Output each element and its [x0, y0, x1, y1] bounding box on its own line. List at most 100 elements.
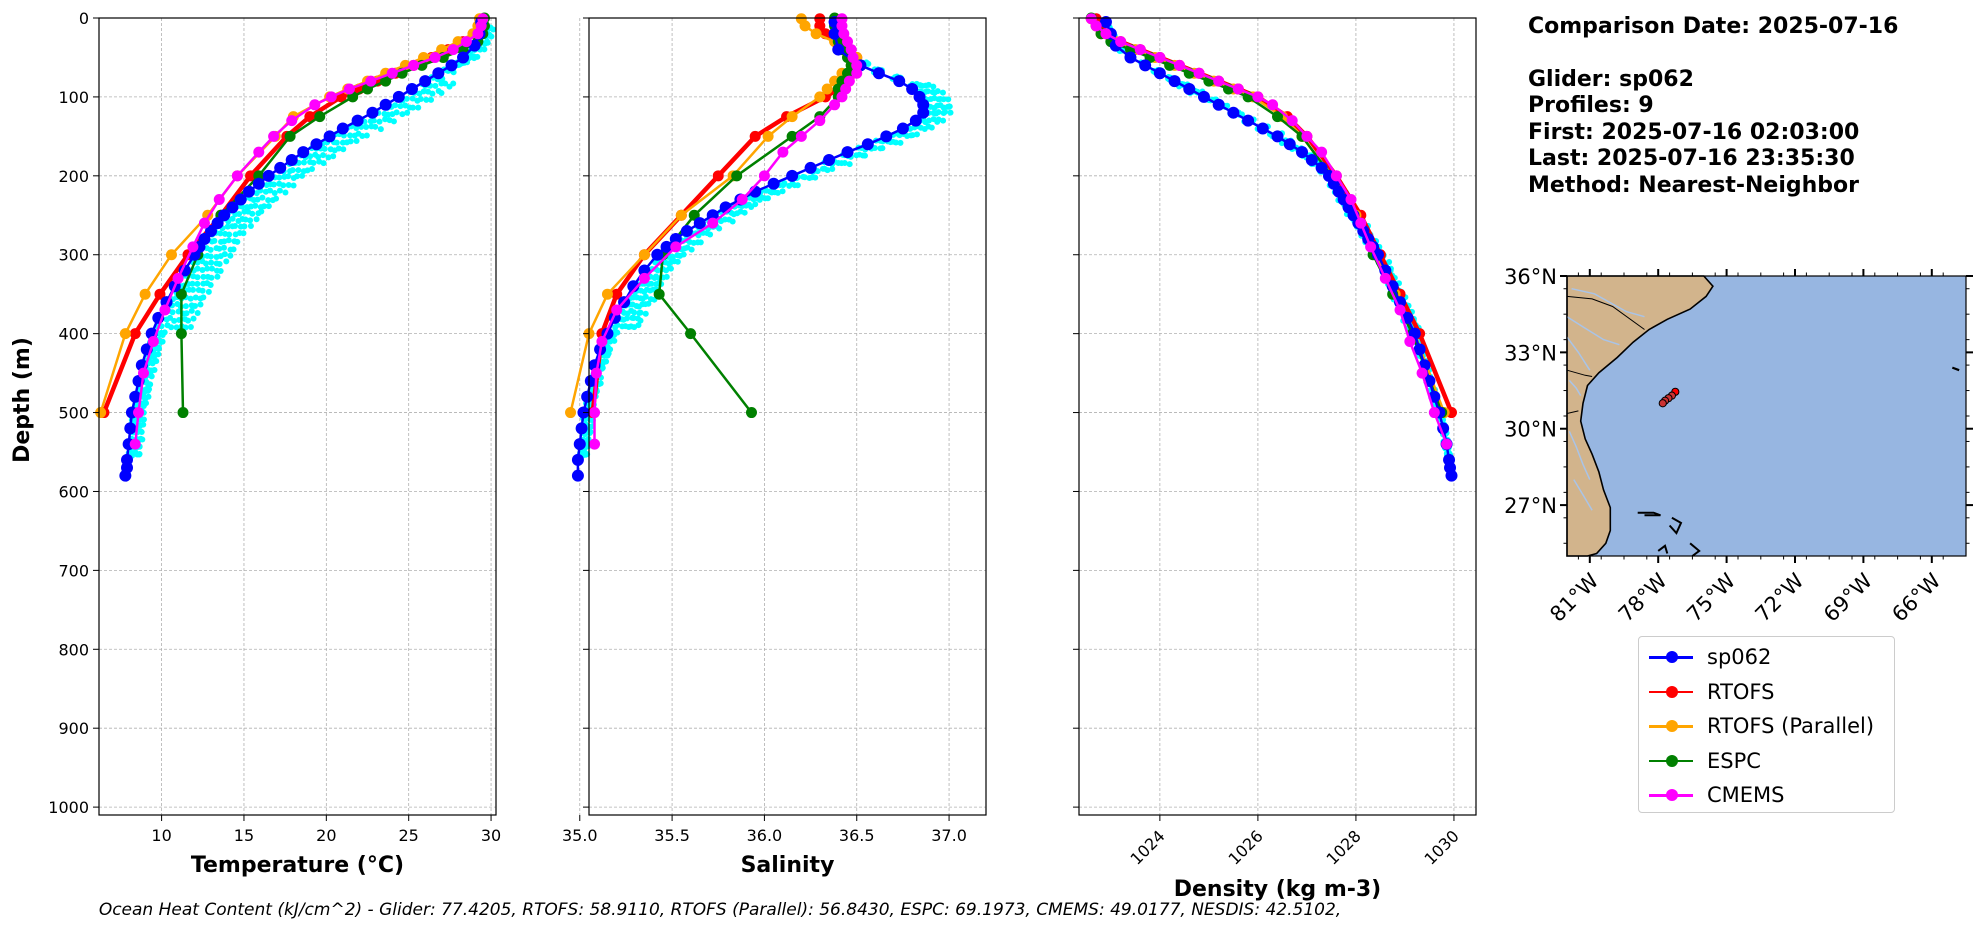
x-tick-label: 25	[399, 826, 419, 845]
glider-profile-point	[321, 145, 328, 152]
data-point	[159, 304, 171, 316]
data-point	[211, 217, 224, 230]
glider-profile-point	[892, 139, 899, 146]
data-point	[1173, 59, 1185, 71]
legend-label: CMEMS	[1707, 783, 1785, 808]
glider-profile-point	[225, 237, 232, 244]
legend-label: sp062	[1707, 645, 1772, 670]
legend-item: RTOFS	[1647, 675, 1894, 710]
island	[1657, 544, 1669, 554]
glider-profile-point	[330, 153, 337, 160]
glider-profile-point	[1386, 259, 1393, 266]
data-point	[1286, 115, 1298, 127]
x-tick-label: 1026	[1224, 826, 1266, 868]
x-tick-label: 15	[234, 826, 254, 845]
data-point	[712, 170, 724, 182]
glider-profile-point	[230, 246, 237, 253]
data-point	[405, 83, 418, 96]
data-point	[343, 83, 355, 95]
data-point	[795, 130, 807, 142]
data-point	[1242, 114, 1255, 127]
data-point	[245, 170, 257, 182]
glider-profile-point	[217, 267, 224, 274]
glider-profile-point	[227, 252, 234, 259]
data-point	[323, 130, 336, 143]
data-point	[736, 193, 748, 205]
data-point	[1100, 28, 1112, 40]
river	[1571, 287, 1645, 318]
glider-profile-point	[226, 231, 233, 238]
data-point	[1379, 272, 1391, 284]
glider-profile-point	[241, 223, 248, 230]
series-line-rtofs	[1094, 17, 1454, 414]
x-tick-label: 10	[151, 826, 171, 845]
data-point	[325, 91, 337, 103]
glider-profile-point	[642, 293, 649, 300]
glider-profile-point	[254, 196, 261, 203]
data-point	[119, 328, 131, 340]
plot-frame	[1078, 17, 1477, 816]
last-time: Last: 2025-07-16 23:35:30	[1528, 146, 1855, 171]
data-point	[565, 407, 577, 419]
glider-profile-point	[347, 132, 354, 139]
glider-profile-point	[393, 109, 400, 116]
map-lon-label: 75°W	[1682, 568, 1740, 626]
glider-profile-point	[276, 174, 283, 181]
glider-profile-point	[207, 246, 214, 253]
data-point	[571, 469, 584, 482]
legend-swatch	[1647, 716, 1695, 736]
glider-profile-point	[151, 366, 158, 373]
data-point	[1301, 130, 1313, 142]
glider-profile-point	[611, 337, 618, 344]
series-line-espc	[1090, 17, 1443, 414]
series-line-espc	[657, 18, 853, 414]
glider-profile-point	[654, 267, 661, 274]
data-point	[745, 407, 757, 419]
data-point	[851, 59, 863, 71]
x-tick-label: 1024	[1126, 826, 1168, 868]
glider-profile-point	[261, 203, 268, 210]
glider-profile-point	[217, 230, 224, 237]
glider-profile-point	[605, 350, 612, 357]
data-point	[1154, 51, 1166, 63]
glider-profile-point	[200, 273, 207, 280]
x-tick-label: 36.0	[747, 826, 783, 845]
data-point	[309, 99, 321, 111]
data-point	[1267, 99, 1279, 111]
data-point	[1345, 193, 1357, 205]
y-tick-label: 700	[58, 561, 89, 580]
glider-profile-point	[194, 274, 201, 281]
glider-profile-point	[307, 153, 314, 160]
glider-profile-point	[146, 386, 153, 393]
data-point	[1168, 75, 1181, 88]
data-point	[590, 367, 602, 379]
glider-profile-point	[347, 138, 354, 145]
glider-profile-point	[199, 267, 206, 274]
plot-frame	[588, 17, 987, 816]
glider-profile-point	[299, 172, 306, 179]
glider-profile-point	[942, 108, 949, 115]
data-point	[571, 453, 584, 466]
data-point	[814, 115, 826, 127]
glider-profile-point	[205, 288, 212, 295]
glider-profile-point	[240, 230, 247, 237]
data-point	[1413, 343, 1426, 356]
data-point	[1394, 304, 1406, 316]
data-point	[129, 390, 142, 403]
glider-profile-point	[752, 201, 759, 208]
data-point	[1330, 170, 1342, 182]
data-point	[380, 75, 392, 87]
y-tick-label: 100	[58, 88, 89, 107]
glider-profile-point	[897, 139, 904, 146]
data-point	[432, 67, 445, 80]
glider-profile-point	[382, 116, 389, 123]
glider-profile-point	[175, 308, 182, 315]
data-point	[119, 469, 132, 482]
data-point	[445, 59, 458, 72]
data-point	[829, 99, 841, 111]
glider-profile-point	[729, 218, 736, 225]
glider-profile-point	[147, 381, 154, 388]
data-point	[1404, 336, 1416, 348]
x-tick-label: 36.5	[839, 826, 875, 845]
glider-profile-point	[645, 300, 652, 307]
